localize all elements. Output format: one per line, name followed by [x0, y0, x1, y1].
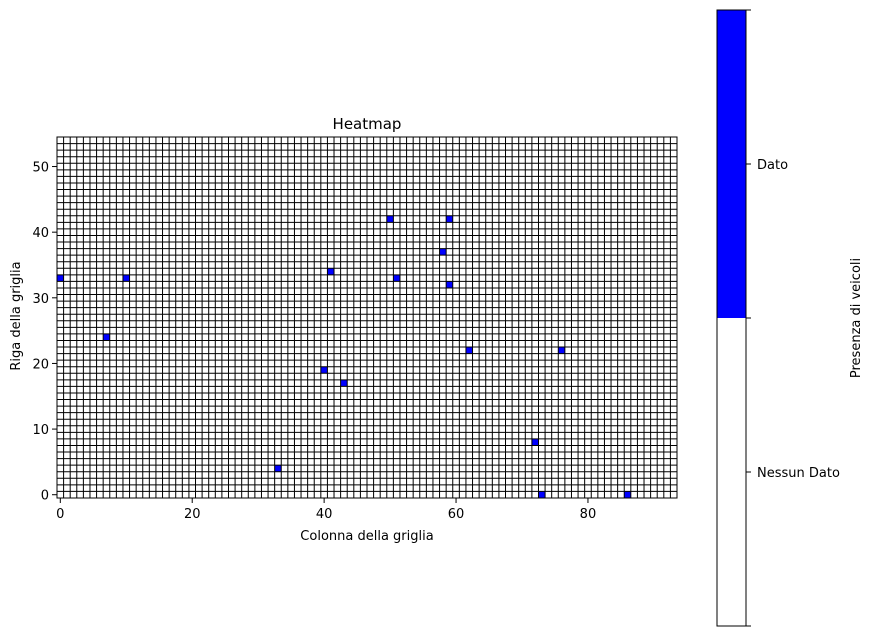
colorbar-tick-label: Dato	[757, 158, 788, 173]
colorbar: Nessun Dato Dato	[716, 9, 840, 627]
heatmap-cell-4	[320, 366, 328, 374]
y-tick-label: 50	[32, 161, 49, 176]
heatmap-cell-8	[393, 274, 400, 282]
y-axis-label: Riga della griglia	[9, 261, 24, 370]
heatmap-cell-0	[57, 274, 64, 282]
heatmap-cell-7	[386, 215, 394, 223]
heatmap-cell-11	[446, 281, 453, 288]
heatmap-cell-13	[531, 438, 539, 446]
colorbar-label: Presenza di veicoli	[849, 258, 864, 378]
heatmap-cell-5	[327, 268, 335, 275]
colorbar-frame	[716, 9, 747, 627]
heatmap-cell-9	[439, 248, 447, 256]
heatmap-cell-2	[122, 274, 130, 282]
heatmap-cell-15	[558, 347, 565, 354]
x-tick-label: 60	[448, 507, 465, 522]
heatmap-cell-16	[624, 491, 631, 498]
heatmap-cell-12	[465, 347, 473, 354]
x-axis-ticks: 0 20 40 60 80	[56, 498, 596, 522]
colorbar-tick-label: Nessun Dato	[757, 466, 840, 481]
colorbar-segment-0	[717, 318, 746, 626]
heatmap-cell-6	[340, 379, 348, 387]
y-axis-ticks: 0 10 20 30 40 50	[32, 161, 57, 504]
x-tick-label: 80	[580, 507, 597, 522]
heatmap-cell-10	[446, 215, 453, 223]
heatmap-cell-1	[103, 333, 110, 341]
y-tick-label: 40	[32, 226, 49, 241]
heatmap-grid	[56, 136, 678, 499]
plot-frame	[56, 136, 678, 499]
y-tick-label: 30	[32, 292, 49, 307]
x-axis-label: Colonna della griglia	[300, 529, 433, 544]
heatmap-cell-3	[274, 465, 282, 472]
y-tick-label: 20	[32, 357, 49, 372]
x-tick-label: 0	[56, 507, 64, 522]
x-tick-label: 40	[316, 507, 333, 522]
colorbar-segment-1	[717, 10, 746, 318]
x-tick-label: 20	[184, 507, 201, 522]
y-tick-label: 0	[41, 489, 49, 504]
y-tick-label: 10	[32, 423, 49, 438]
heatmap-cell-14	[538, 491, 546, 498]
chart-title: Heatmap	[333, 115, 402, 133]
